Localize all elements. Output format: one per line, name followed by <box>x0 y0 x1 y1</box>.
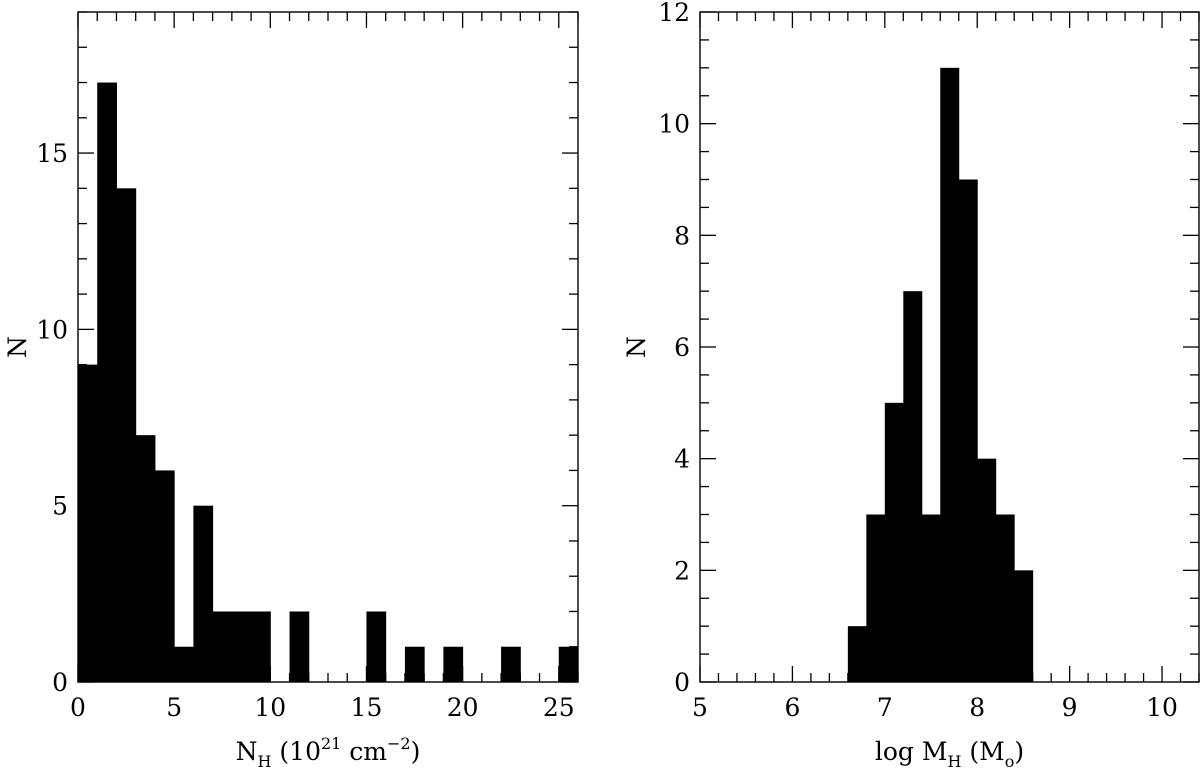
histogram-bar <box>251 611 271 682</box>
x-tick-label: 15 <box>351 693 383 722</box>
histogram-bar <box>443 646 464 682</box>
histogram-bar <box>212 611 233 682</box>
y-tick-label: 2 <box>674 556 690 585</box>
histogram-bar <box>903 291 923 682</box>
y-axis-label: N <box>622 336 651 358</box>
y-tick-label: 10 <box>36 315 68 344</box>
axis-ticks <box>77 11 579 683</box>
x-tick-label: 10 <box>1146 693 1178 722</box>
y-tick-label: 10 <box>658 110 690 139</box>
histogram-bar <box>78 364 98 682</box>
axis-ticks <box>699 11 1200 683</box>
x-tick-label: 9 <box>1062 693 1078 722</box>
y-tick-label: 0 <box>674 668 690 697</box>
histogram-bar <box>154 470 175 682</box>
histogram-bar <box>921 514 941 682</box>
y-tick-label: 12 <box>658 0 690 27</box>
x-tick-label: 6 <box>784 693 800 722</box>
x-tick-label: 8 <box>969 693 985 722</box>
x-tick-label: 0 <box>70 693 86 722</box>
x-axis-label: log MH (Mo) <box>875 737 1024 771</box>
histogram-bar <box>958 179 978 682</box>
histogram-bar <box>289 611 310 682</box>
histogram-bar <box>404 646 425 682</box>
histogram-bar <box>231 611 252 682</box>
y-tick-label: 15 <box>36 139 68 168</box>
histogram-bar <box>977 458 997 682</box>
y-tick-label: 0 <box>52 668 68 697</box>
x-tick-label: 10 <box>254 693 286 722</box>
x-axis-label: NH (1021 cm−2) <box>236 734 421 771</box>
histogram-bar <box>866 514 886 682</box>
x-tick-label: 5 <box>166 693 182 722</box>
x-tick-label: 20 <box>447 693 479 722</box>
nh-histogram-panel: 0 5 10 15 20 25 0 5 10 15 N NH (1021 cm−2) <box>3 11 579 771</box>
histogram-bar <box>174 646 194 682</box>
histogram-bar <box>366 611 387 682</box>
histogram-bar <box>97 82 117 683</box>
x-tick-label: 25 <box>543 693 575 722</box>
histogram-bar <box>501 646 521 682</box>
histogram-bar <box>135 435 156 682</box>
histogram-bar <box>995 514 1015 682</box>
y-tick-label: 5 <box>52 492 68 521</box>
histogram-bar <box>884 402 904 682</box>
histogram-bar <box>847 626 867 682</box>
y-tick-label: 6 <box>674 333 690 362</box>
histogram-bar <box>940 67 960 683</box>
histogram-bar <box>116 188 137 682</box>
histogram-bar <box>558 646 579 682</box>
x-tick-label: 5 <box>692 693 708 722</box>
histogram-bar <box>1014 570 1034 682</box>
y-axis-label: N <box>3 336 32 358</box>
y-tick-label: 4 <box>674 445 690 474</box>
x-tick-label: 7 <box>877 693 893 722</box>
histogram-bar <box>193 505 214 682</box>
y-tick-label: 8 <box>674 221 690 250</box>
